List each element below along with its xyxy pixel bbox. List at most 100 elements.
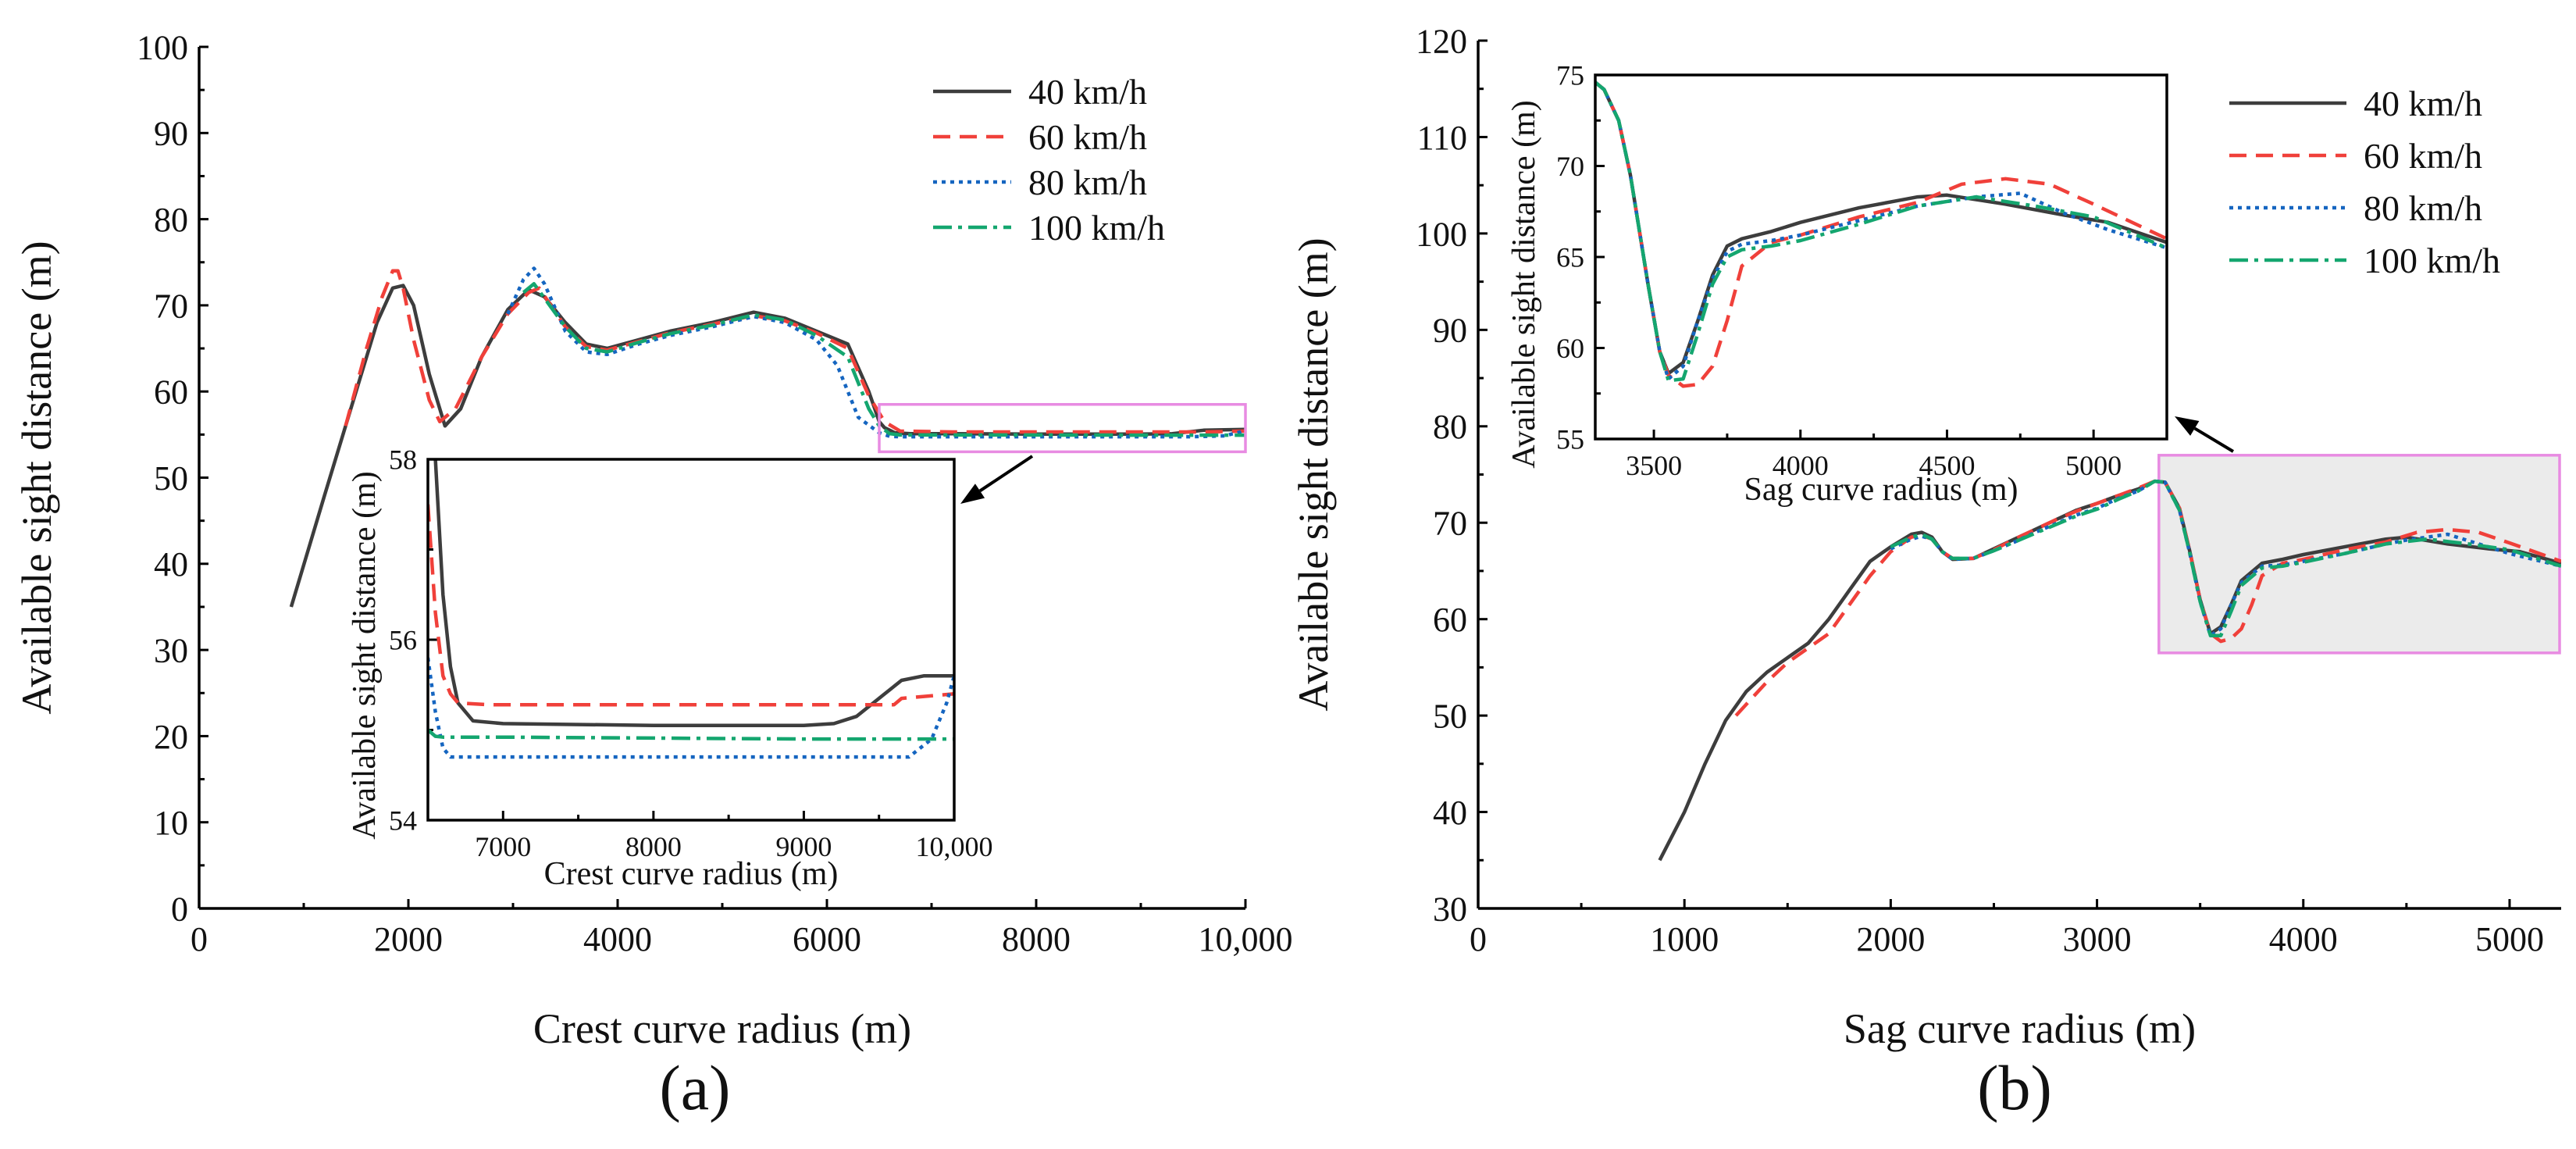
a-inset-y-tick-label: 56: [389, 625, 417, 656]
b-inset-y-tick-label: 65: [1556, 242, 1584, 273]
a-inset-y-tick-label: 54: [389, 805, 417, 837]
a-inset: 7000 8000 9000 10,000 54 56 58 Crest curve radi…: [347, 444, 993, 892]
b-inset-x-label: Sag curve radius (m): [1744, 472, 2018, 508]
a-main-y-label: Available sight distance (m): [13, 241, 60, 714]
b-main-y-tick-label: 70: [1433, 505, 1467, 543]
panel-label-b: (b): [1977, 1052, 2052, 1123]
a-main-y-tick-label: 10: [154, 804, 188, 842]
a-inset-series-100kmh: [428, 728, 954, 741]
a-main-y-tick-label: 70: [154, 287, 188, 325]
b-inset-y-tick-label: 60: [1556, 333, 1584, 364]
a-inset-y-tick-label: 58: [389, 444, 417, 476]
legend-label: 60 km/h: [1028, 117, 1147, 157]
b-main-y-tick-label: 110: [1417, 119, 1467, 157]
b-inset-x-tick-label: 4000: [1773, 450, 1829, 481]
b-inset-y-tick-label: 75: [1556, 60, 1584, 91]
a-main-y-tick-label: 90: [154, 115, 188, 153]
panel-label-a: (a): [659, 1052, 730, 1123]
a-inset-y-label: Available sight distance (m): [347, 471, 383, 840]
b-inset-series-80kmh: [1595, 80, 2167, 381]
a-inset-series-40kmh: [433, 459, 954, 727]
a-main-ticks: 0 2000 4000 6000 8000 10,000 0 10 20 30 40 50 60 70 80…: [137, 28, 1293, 958]
legend-label: 60 km/h: [2364, 136, 2482, 176]
b-inset-y-tick-label: 70: [1556, 151, 1584, 182]
b-inset-y-label: Available sight distance (m): [1506, 100, 1542, 469]
b-inset-x-tick-label: 4500: [1919, 450, 1975, 481]
b-main-x-tick-label: 0: [1470, 920, 1487, 958]
b-main-series-100kmh: [1890, 479, 2561, 637]
legend-label: 100 km/h: [2364, 241, 2500, 280]
a-inset-frame: [426, 458, 956, 822]
b-main-y-tick-label: 40: [1433, 794, 1467, 832]
a-main-y-tick-label: 80: [154, 201, 188, 239]
b-highlight-box: [2157, 454, 2561, 655]
a-main-y-tick-label: 20: [154, 718, 188, 756]
b-main-y-tick-label: 100: [1416, 215, 1467, 253]
b-inset-plot-bg: [1595, 75, 2167, 439]
a-inset-x-tick-label: 8000: [625, 831, 682, 862]
b-main-x-tick-label: 3000: [2063, 920, 2132, 958]
b-main-y-tick-label: 50: [1433, 698, 1467, 736]
b-main-y-tick-label: 90: [1433, 312, 1467, 350]
a-main-y-tick-label: 30: [154, 632, 188, 670]
a-main-x-tick-label: 8000: [1002, 920, 1071, 958]
b-main-ticks: 0 1000 2000 3000 4000 5000 30 40 50 60 70 80 90 100 11…: [1416, 22, 2544, 958]
legend-label: 100 km/h: [1028, 208, 1165, 248]
b-main-x-tick-label: 5000: [2475, 920, 2544, 958]
b-inset: 3500 4000 4500 5000 55 60 65 70 75 Sag curve radi…: [1506, 60, 2168, 508]
a-main-series-group: [289, 266, 1245, 608]
a-inset-x-tick-label: 9000: [775, 831, 832, 862]
a-main-series-80kmh: [506, 266, 1245, 439]
legend-label: 80 km/h: [1028, 162, 1147, 202]
b-main-y-tick-label: 30: [1433, 890, 1467, 928]
b-main-x-tick-label: 2000: [1856, 920, 1925, 958]
b-main-y-tick-label: 60: [1433, 601, 1467, 639]
a-arrow-shaft: [978, 455, 1034, 493]
a-main-y-tick-label: 50: [154, 459, 188, 498]
a-inset-series-group: [428, 459, 954, 759]
b-arrow-shaft: [2193, 426, 2235, 453]
a-main-series-60kmh: [344, 269, 1245, 434]
a-main-y-tick-label: 40: [154, 545, 188, 583]
b-main-y-tick-label: 120: [1416, 22, 1467, 60]
a-inset-series-60kmh: [428, 504, 954, 707]
b-main-x-tick-label: 1000: [1650, 920, 1719, 958]
legend-label: 40 km/h: [2364, 84, 2482, 123]
a-main-x-tick-label: 4000: [583, 920, 652, 958]
a-main-series-100kmh: [522, 282, 1245, 437]
b-inset-x-tick-label: 3500: [1626, 450, 1682, 481]
b-main-series-60kmh: [1734, 479, 2561, 717]
a-inset-x-label: Crest curve radius (m): [544, 856, 839, 892]
legend-label: 80 km/h: [2364, 188, 2482, 228]
a-main-y-tick-label: 60: [154, 373, 188, 412]
a-highlight-box: [878, 402, 1247, 454]
b-inset-series-60kmh: [1595, 80, 2167, 388]
legend: 40 km/h 60 km/h 80 km/h 100 km/h: [933, 72, 1165, 248]
legend-label: 40 km/h: [1028, 72, 1147, 112]
b-main-series-group: [1658, 479, 2561, 862]
a-main-x-tick-label: 2000: [374, 920, 443, 958]
b-main-y-label: Available sight distance (m): [1290, 237, 1337, 711]
a-main-x-tick-label: 0: [191, 920, 208, 958]
legend: 40 km/h 60 km/h 80 km/h 100 km/h: [2229, 84, 2500, 280]
b-inset-ticks: 3500 4000 4500 5000 55 60 65 70 75: [1556, 60, 2122, 481]
b-inset-frame: [1594, 73, 2168, 441]
a-main-x-label: Crest curve radius (m): [533, 1005, 911, 1052]
b-main-y-tick-label: 80: [1433, 408, 1467, 446]
b-inset-series-group: [1595, 80, 2167, 388]
a-inset-plot-bg: [428, 459, 954, 820]
b-main-x-label: Sag curve radius (m): [1844, 1005, 2196, 1052]
b-inset-y-tick-label: 55: [1556, 424, 1584, 455]
b-arrow-head: [2175, 416, 2200, 436]
a-arrow-head: [960, 484, 985, 504]
b-inset-x-tick-label: 5000: [2065, 450, 2122, 481]
b-inset-series-100kmh: [1595, 80, 2167, 383]
a-main-y-tick-label: 0: [171, 890, 188, 928]
panel-b: 0 1000 2000 3000 4000 5000 30 40 50 60 70 80 90 100 11…: [1290, 22, 2561, 1052]
a-inset-x-tick-label: 7000: [475, 831, 531, 862]
panel-a: 0 2000 4000 6000 8000 10,000 0 10 20 30 40 50 60 70 80…: [13, 28, 1293, 1052]
a-main-x-tick-label: 10,000: [1199, 920, 1293, 958]
b-main-x-tick-label: 4000: [2269, 920, 2338, 958]
a-main-y-tick-label: 100: [137, 28, 188, 66]
